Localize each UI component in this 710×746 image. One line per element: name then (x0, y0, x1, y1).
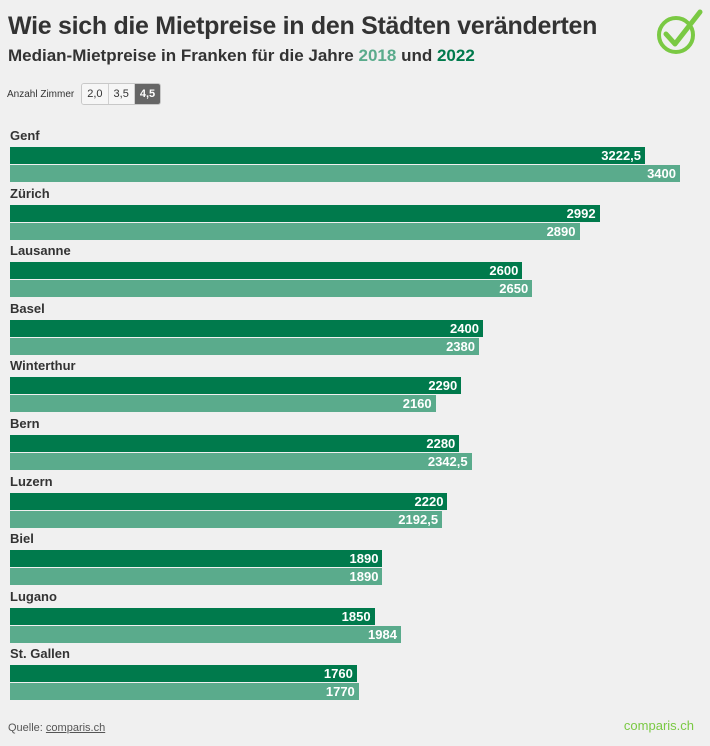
bar-chart: Genf 3222,5 3400 Zürich 2992 2890 Lausanne 2600… (0, 128, 710, 708)
data-label: 1984 (368, 626, 397, 642)
bar-2022: 2290 (10, 377, 462, 395)
data-label: 2380 (446, 338, 475, 354)
bar-2022: 1890 (10, 550, 383, 568)
data-label: 1770 (325, 684, 355, 700)
data-label: 3222,5 (601, 148, 642, 163)
bar-2018: 2890 (10, 222, 580, 240)
chart-title: Wie sich die Mietpreise in den Städten v… (8, 12, 598, 40)
bar-2018: 2342,5 (10, 453, 472, 470)
bar-2018: 1890 (10, 568, 383, 586)
category-label: Biel (10, 531, 34, 547)
category-label: Zürich (10, 185, 50, 201)
data-label: 2890 (546, 223, 576, 239)
data-label: 2280 (426, 436, 456, 451)
category-label: Bern (10, 416, 40, 431)
data-label: 2992 (566, 205, 596, 221)
bar-2022: 2280 (10, 435, 460, 452)
data-label: 2290 (428, 378, 458, 394)
data-label: 1760 (323, 666, 353, 682)
bar-2018: 1984 (10, 625, 401, 643)
data-label: 2600 (489, 263, 519, 279)
category-label: Luzern (10, 473, 53, 489)
data-label: 2192,5 (398, 511, 439, 527)
filter-label: Anzahl Zimmer (7, 88, 75, 100)
data-label: 2160 (402, 396, 432, 412)
bar-2018: 1770 (10, 683, 359, 701)
data-label: 1850 (341, 608, 371, 624)
data-label: 2342,5 (427, 454, 468, 469)
subtitle-and: und (401, 46, 433, 65)
room-option-4-5[interactable]: 4,5 (134, 84, 161, 104)
bar-2022: 1760 (10, 665, 357, 683)
brand-logo: comparis.ch (623, 718, 694, 733)
data-label: 1890 (349, 551, 379, 567)
source-label: Quelle: (8, 722, 43, 734)
room-option-2-0[interactable]: 2,0 (82, 84, 109, 104)
bar-2022: 2992 (10, 204, 600, 222)
category-label: Lausanne (10, 243, 71, 259)
bar-2018: 2650 (10, 280, 533, 298)
legend-2022: 2022 (436, 46, 475, 65)
data-label: 2400 (450, 320, 479, 336)
data-label: 2650 (499, 281, 529, 297)
category-label: Winterthur (10, 358, 76, 374)
category-label: St. Gallen (10, 646, 70, 662)
category-label: Basel (10, 300, 45, 316)
source-note: Quelle: comparis.ch (8, 722, 105, 734)
bar-2022: 2220 (10, 492, 448, 510)
room-segmented-control: 2,0 3,5 4,5 (81, 83, 162, 105)
comparis-check-logo-icon (657, 9, 703, 54)
data-label: 3400 (647, 166, 676, 181)
legend-2018: 2018 (358, 46, 397, 65)
room-option-3-5[interactable]: 3,5 (108, 84, 135, 104)
bar-2018: 2380 (10, 337, 479, 355)
bar-2018: 3400 (10, 165, 680, 182)
data-label: 1890 (349, 569, 379, 585)
bar-2022: 1850 (10, 607, 375, 625)
chart-subtitle: Median-Mietpreise in Franken für die Jah… (8, 46, 475, 66)
category-label: Genf (10, 128, 40, 143)
source-link[interactable]: comparis.ch (45, 722, 106, 734)
bar-2022: 3222,5 (10, 147, 646, 164)
category-label: Lugano (10, 588, 57, 604)
bar-2018: 2192,5 (10, 510, 443, 528)
subtitle-text: Median-Mietpreise in Franken für die Jah… (8, 46, 354, 65)
data-label: 2220 (414, 493, 444, 509)
bar-2022: 2600 (10, 262, 523, 280)
bar-2018: 2160 (10, 395, 436, 413)
room-filter: Anzahl Zimmer 2,0 3,5 4,5 (7, 83, 162, 105)
bar-2022: 2400 (10, 319, 483, 337)
